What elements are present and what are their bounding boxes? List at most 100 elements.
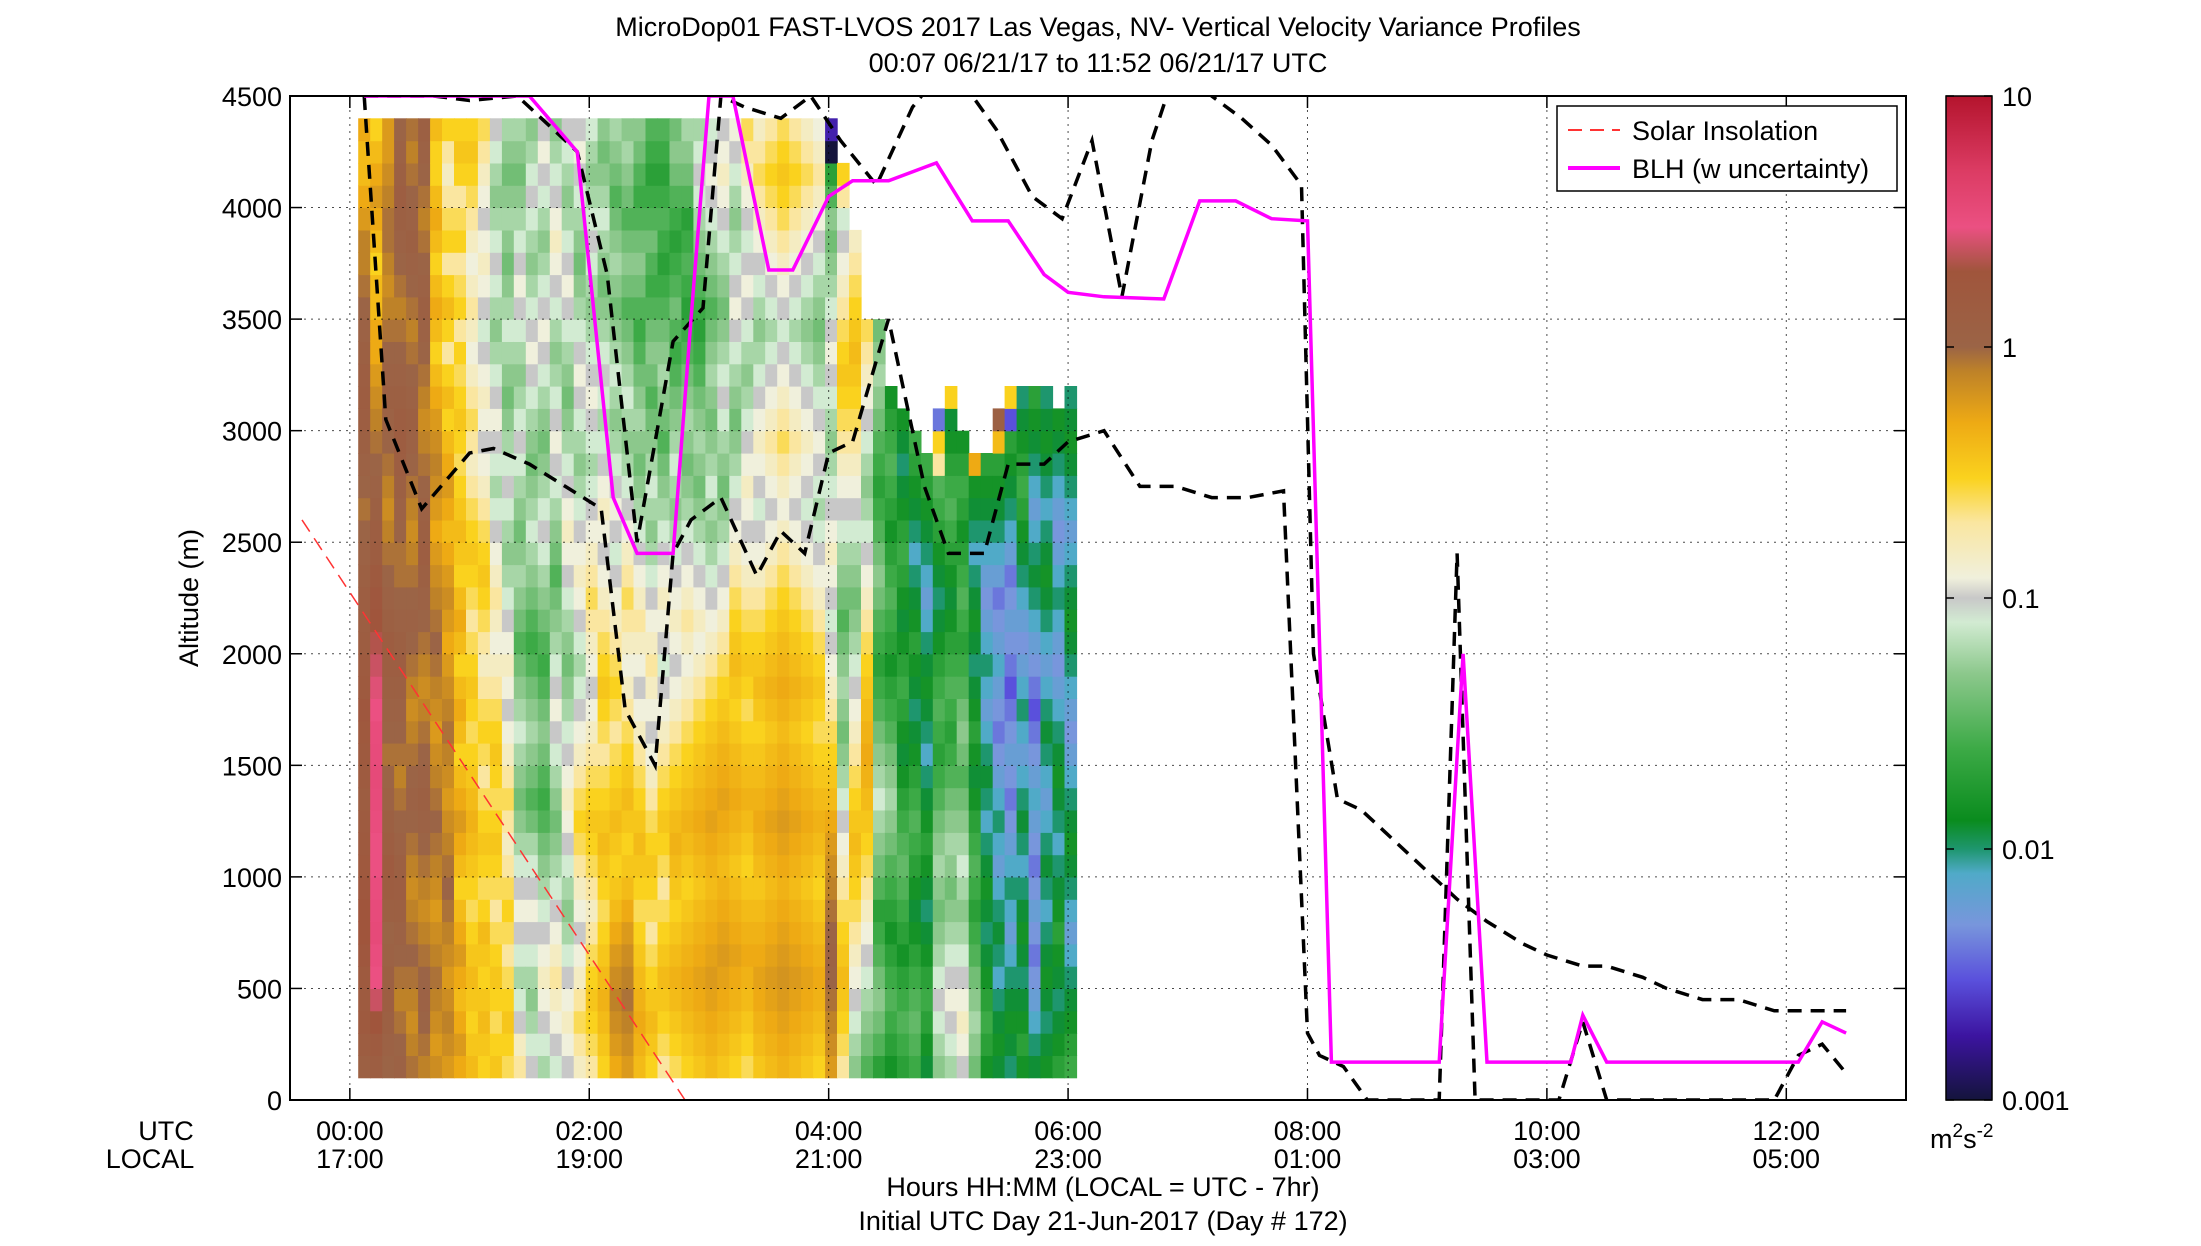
heatmap-cell: [753, 943, 766, 967]
heatmap-cell: [501, 363, 515, 387]
heatmap-cell: [753, 519, 766, 543]
heatmap-cell: [394, 453, 407, 476]
heatmap-cell: [920, 1033, 934, 1056]
heatmap-cell: [861, 921, 874, 945]
heatmap-cell: [501, 832, 515, 856]
heatmap-cell: [693, 631, 706, 655]
heatmap-cell: [466, 319, 479, 342]
heatmap-cell: [358, 653, 371, 677]
heatmap-cell: [813, 118, 826, 142]
heatmap-cell: [765, 519, 778, 543]
heatmap-cell: [1004, 921, 1018, 945]
heatmap-cell: [621, 564, 635, 588]
heatmap-cell: [705, 319, 718, 342]
heatmap-cell: [454, 921, 467, 945]
heatmap-cell: [705, 988, 718, 1012]
heatmap-cell: [442, 252, 455, 276]
heatmap-cell: [382, 207, 395, 231]
x-axis-sublabel: Initial UTC Day 21-Jun-2017 (Day # 172): [858, 1206, 1347, 1236]
heatmap-cell: [765, 743, 778, 766]
heatmap-cell: [884, 408, 898, 432]
heatmap-cell: [861, 430, 874, 454]
heatmap-cell: [1028, 609, 1042, 633]
heatmap-cell: [825, 631, 838, 655]
heatmap-cell: [501, 609, 515, 633]
heatmap-cell: [765, 564, 778, 588]
heatmap-cell: [765, 363, 778, 387]
heatmap-cell: [669, 564, 683, 588]
heatmap-cell: [657, 140, 671, 164]
heatmap-cell: [681, 430, 694, 454]
heatmap-cell: [920, 698, 934, 722]
heatmap-cell: [681, 207, 694, 231]
heatmap-cell: [717, 229, 730, 253]
heatmap-cell: [358, 698, 371, 722]
x-tick-label-local: 21:00: [795, 1144, 863, 1174]
heatmap-cell: [849, 542, 862, 566]
heatmap-cell: [1040, 564, 1054, 588]
heatmap-cell: [633, 765, 647, 789]
heatmap-cell: [801, 765, 814, 789]
heatmap-cell: [358, 899, 371, 923]
heatmap-cell: [789, 542, 802, 566]
heatmap-cell: [920, 743, 934, 766]
heatmap-cell: [394, 810, 407, 833]
heatmap-cell: [932, 743, 946, 766]
heatmap-cell: [669, 765, 683, 789]
heatmap-cell: [765, 854, 778, 878]
heatmap-cell: [466, 542, 479, 566]
heatmap-cell: [896, 832, 910, 856]
heatmap-cell: [837, 1055, 850, 1079]
heatmap-cell: [837, 319, 850, 342]
heatmap-cell: [358, 341, 371, 365]
heatmap-cell: [932, 765, 946, 789]
heatmap-cell: [466, 810, 479, 833]
heatmap-cell: [669, 296, 683, 320]
heatmap-cell: [968, 899, 982, 923]
heatmap-cell: [849, 1033, 862, 1056]
heatmap-cell: [1052, 586, 1066, 610]
heatmap-cell: [406, 832, 419, 856]
heatmap-cell: [466, 653, 479, 677]
heatmap-cell: [849, 787, 862, 811]
x-tick-label-local: 19:00: [555, 1144, 623, 1174]
heatmap-cell: [358, 966, 371, 989]
heatmap-cell: [406, 185, 419, 209]
heatmap-cell: [825, 586, 838, 610]
heatmap-cell: [382, 497, 395, 521]
heatmap-cell: [765, 229, 778, 253]
heatmap-cell: [645, 1033, 659, 1056]
heatmap-cell: [382, 475, 395, 499]
heatmap-cell: [657, 899, 671, 923]
heatmap-cell: [992, 787, 1006, 811]
heatmap-cell: [597, 207, 611, 231]
heatmap-cell: [681, 698, 694, 722]
heatmap-cell: [789, 1033, 802, 1056]
heatmap-cell: [705, 832, 718, 856]
heatmap-cell: [705, 564, 718, 588]
heatmap-cell: [777, 1055, 790, 1079]
heatmap-cell: [489, 943, 503, 967]
heatmap-cell: [813, 988, 826, 1012]
heatmap-cell: [777, 319, 790, 342]
heatmap-cell: [884, 1033, 898, 1056]
heatmap-cell: [525, 162, 539, 186]
heatmap-cell: [418, 140, 431, 164]
heatmap-cell: [645, 765, 659, 789]
heatmap-cell: [1028, 1055, 1042, 1079]
heatmap-cell: [944, 787, 958, 811]
heatmap-cell: [418, 586, 431, 610]
heatmap-cell: [729, 207, 742, 231]
heatmap-cell: [825, 408, 838, 432]
heatmap-cell: [729, 1055, 742, 1079]
heatmap-cell: [741, 765, 754, 789]
heatmap-cell: [585, 876, 599, 900]
heatmap-cell: [489, 207, 503, 231]
heatmap-cell: [477, 832, 491, 856]
heatmap-cell: [1028, 876, 1042, 900]
heatmap-cell: [729, 899, 742, 923]
heatmap-cell: [705, 542, 718, 566]
heatmap-cell: [968, 586, 982, 610]
heatmap-cell: [729, 296, 742, 320]
heatmap-cell: [477, 252, 491, 276]
